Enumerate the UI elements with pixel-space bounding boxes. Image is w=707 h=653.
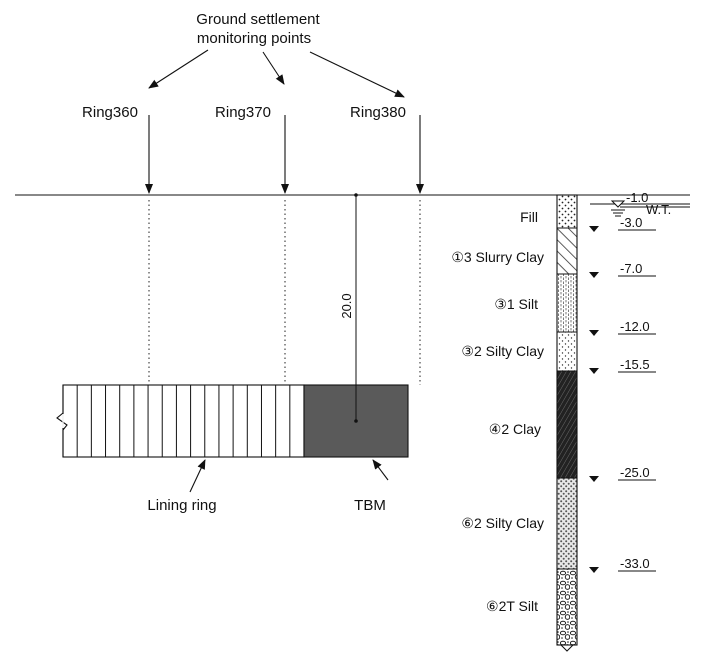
title-arrow-left [148, 49, 209, 89]
break-mark [56, 385, 68, 457]
elevation-marker-icon [589, 226, 599, 232]
ring-370-label: Ring370 [215, 104, 271, 121]
elevation-marker-label: -12.0 [620, 319, 650, 334]
lining-pointer [189, 459, 206, 493]
title-arrow-right [309, 51, 405, 98]
stratum-silty-clay-1 [557, 332, 577, 371]
elevation-markers: -3.0 -7.0 -12.0 -15.5 -25.0 -33.0 [589, 215, 656, 573]
elevation-marker-label: -15.5 [620, 357, 650, 372]
ring-380-label: Ring380 [350, 104, 406, 121]
lining-outline [62, 384, 305, 458]
title-arrow-middle [262, 51, 285, 85]
lining-label: Lining ring [147, 497, 216, 514]
stratum-label-fill: Fill [520, 209, 538, 225]
stratum-fill [557, 195, 577, 228]
stratum-label-slurry-clay: ①3 Slurry Clay [451, 249, 544, 265]
water-table-icon [610, 200, 626, 208]
soil-column-outline [556, 194, 578, 646]
title-line-1: Ground settlement [196, 11, 320, 28]
elevation-marker-label: -7.0 [620, 261, 642, 276]
lining-rings [62, 384, 305, 458]
elevation-marker-label: -3.0 [620, 215, 642, 230]
title-line-2: monitoring points [197, 30, 311, 47]
elevation-marker-icon [589, 567, 599, 573]
tbm-pointer [372, 459, 389, 481]
ring-360-label: Ring360 [82, 104, 138, 121]
depth-dimension-label: 20.0 [339, 293, 354, 318]
soil-column [556, 194, 578, 652]
elevation-marker-icon [589, 272, 599, 278]
stratum-silty-clay-2 [557, 478, 577, 569]
stratum-label-silt: ③1 Silt [494, 296, 538, 312]
stratum-slurry-clay [557, 228, 577, 274]
elevation-marker-label: -25.0 [620, 465, 650, 480]
soil-column-end-mark [560, 644, 574, 652]
tbm-center-dot [354, 419, 358, 423]
stratum-label-silt-2t: ⑥2T Silt [486, 598, 538, 614]
water-table-label: W.T. [646, 202, 671, 217]
elevation-marker-icon [589, 330, 599, 336]
stratum-silt [557, 274, 577, 332]
stratum-label-silty-clay-2: ⑥2 Silty Clay [461, 515, 544, 531]
top-level-label: -1.0 [626, 190, 648, 205]
stratum-clay [557, 371, 577, 478]
elevation-marker-icon [589, 476, 599, 482]
elevation-marker-icon [589, 368, 599, 374]
break-mask [62, 414, 64, 428]
depth-dimension-top-dot [354, 193, 358, 197]
stratum-label-silty-clay-1: ③2 Silty Clay [461, 343, 544, 359]
stratum-label-clay: ④2 Clay [489, 421, 541, 437]
elevation-marker-label: -33.0 [620, 556, 650, 571]
tbm-label: TBM [354, 497, 386, 514]
stratum-silt-2t [557, 569, 577, 645]
